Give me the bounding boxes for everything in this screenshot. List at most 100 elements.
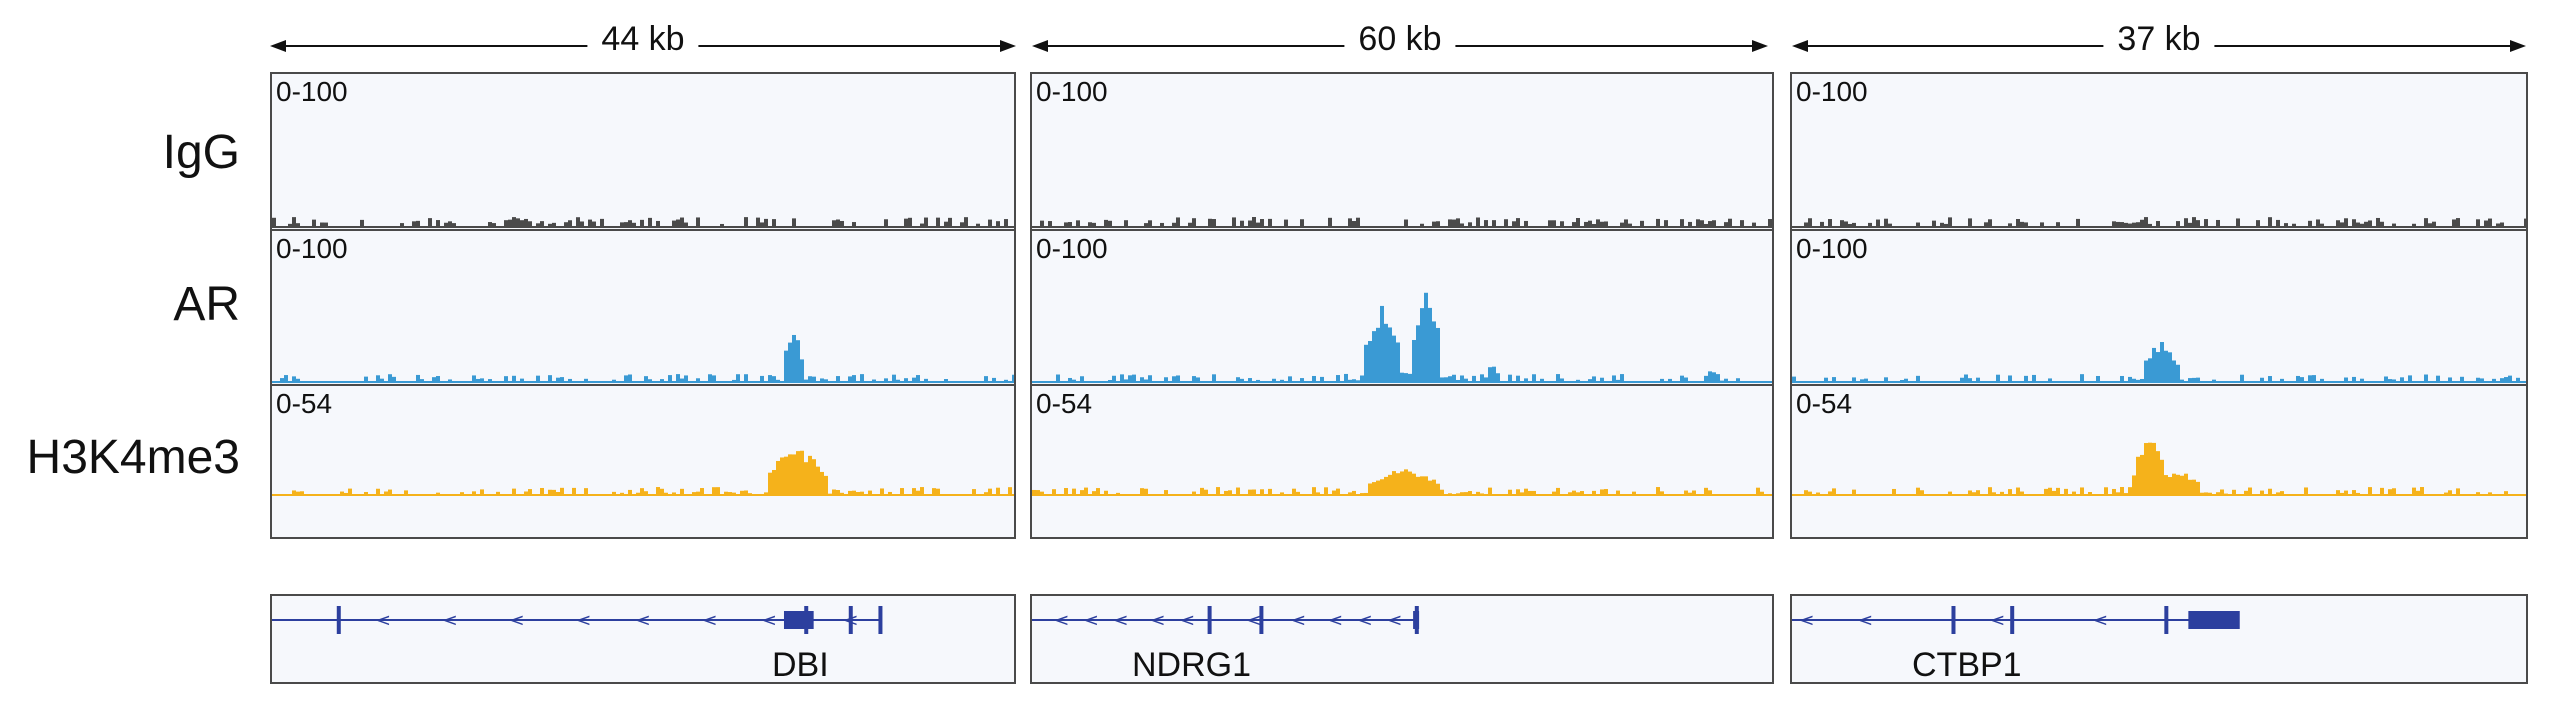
coverage-bin [1512, 221, 1516, 227]
coverage-bin [388, 374, 392, 382]
exon [878, 606, 883, 634]
coverage-bin [2044, 488, 2048, 495]
coverage-bin [1356, 217, 1360, 227]
coverage-bin [832, 220, 836, 227]
coverage-bin [2424, 374, 2428, 382]
coverage-bin [1300, 219, 1304, 227]
coverage-bin [2040, 222, 2044, 227]
coverage-bin [524, 491, 528, 495]
coverage-bin [516, 218, 520, 227]
coverage-bin [996, 487, 1000, 495]
coverage-bin [2056, 487, 2060, 495]
coverage-bin [1860, 379, 1864, 382]
coverage-bin [656, 487, 660, 495]
coverage-bin [360, 219, 364, 227]
coverage-bin [1660, 491, 1664, 495]
coverage-bin [800, 450, 804, 495]
coverage-bin [1592, 223, 1596, 227]
coverage-bin [1192, 491, 1196, 495]
coverage-bin [2192, 217, 2196, 227]
coverage-bin [1932, 220, 1936, 227]
coverage-bin [2212, 379, 2216, 382]
coverage-bin [672, 220, 676, 227]
coverage-bin [376, 488, 380, 495]
row-label-h3k4me3: H3K4me3 [26, 431, 240, 484]
coverage-bin [1404, 373, 1408, 382]
coverage-bin [620, 492, 624, 495]
coverage-bin [2196, 377, 2200, 382]
coverage-bin [1688, 492, 1692, 495]
coverage-bin [2244, 490, 2248, 495]
coverage-bin [1452, 374, 1456, 382]
coverage-bin [1144, 223, 1148, 227]
coverage-bin [1440, 489, 1444, 495]
coverage-bin [2508, 375, 2512, 382]
coverage-bin [2436, 375, 2440, 382]
coverage-bin [568, 220, 572, 227]
coverage-bin [932, 488, 936, 495]
coverage-bin [1712, 220, 1716, 227]
coverage-bin [1268, 218, 1272, 227]
row-label-igg: IgG [162, 126, 240, 179]
track-h3k4me3: 0-54 [272, 384, 1014, 541]
coverage-bin [2276, 219, 2280, 227]
coverage-bin [1852, 222, 1856, 227]
coverage-bin [824, 475, 828, 495]
coverage-bin [828, 493, 832, 495]
coverage-bin [2416, 490, 2420, 495]
coverage-bin [944, 379, 948, 382]
coverage-bin [736, 374, 740, 382]
coverage-bin [1108, 379, 1112, 382]
coverage-bin [1476, 491, 1480, 495]
coverage-bin [2236, 218, 2240, 227]
coverage-bin [2352, 219, 2356, 227]
coverage-bin [2072, 491, 2076, 495]
coverage-bin [1828, 219, 1832, 227]
coverage-bin [488, 222, 492, 227]
coverage-bin [1348, 379, 1352, 382]
coverage-bin [2128, 223, 2132, 227]
coverage-bin [700, 488, 704, 495]
coverage-bin [764, 492, 768, 495]
coverage-bin [2360, 223, 2364, 227]
coverage-bin [2480, 378, 2484, 382]
coverage-bin [748, 493, 752, 495]
coverage-bin [1572, 490, 1576, 495]
coverage-bin [2088, 491, 2092, 495]
coverage-bin [796, 451, 800, 495]
coverage-bin [2452, 219, 2456, 227]
coverage-bin [2308, 375, 2312, 382]
coverage-bin [1228, 490, 1232, 495]
coverage-bin [676, 374, 680, 382]
coverage-bin [1724, 378, 1728, 382]
coverage-bin [2124, 222, 2128, 227]
coverage-bin [1492, 366, 1496, 382]
coverage-bin [1656, 487, 1660, 495]
coverage-bin [936, 488, 940, 495]
coverage-bin [2184, 473, 2188, 495]
coverage-bin [556, 377, 560, 382]
coverage-bin [1816, 492, 1820, 495]
strand-arrow: < [1358, 610, 1373, 631]
coverage-bin [1408, 373, 1412, 382]
coverage-bin [1516, 375, 1520, 382]
coverage-bin [624, 222, 628, 227]
coverage-bin [1832, 488, 1836, 495]
coverage-bin [1140, 488, 1144, 495]
coverage-bin [1736, 378, 1740, 382]
coverage-bin [520, 220, 524, 227]
coverage-bin [2392, 379, 2396, 382]
coverage-bin [1268, 488, 1272, 495]
coverage-bin [2184, 218, 2188, 227]
coverage-bin [784, 350, 788, 382]
coverage-bin [380, 378, 384, 382]
coverage-bin [2216, 492, 2220, 495]
coverage-bin [2268, 376, 2272, 382]
coverage-bin [1236, 487, 1240, 495]
coverage-bin [792, 334, 796, 382]
coverage-bin [2144, 360, 2148, 382]
track-range-label: 0-54 [276, 388, 333, 419]
coverage-bin [2456, 488, 2460, 495]
coverage-bin [1064, 222, 1068, 227]
